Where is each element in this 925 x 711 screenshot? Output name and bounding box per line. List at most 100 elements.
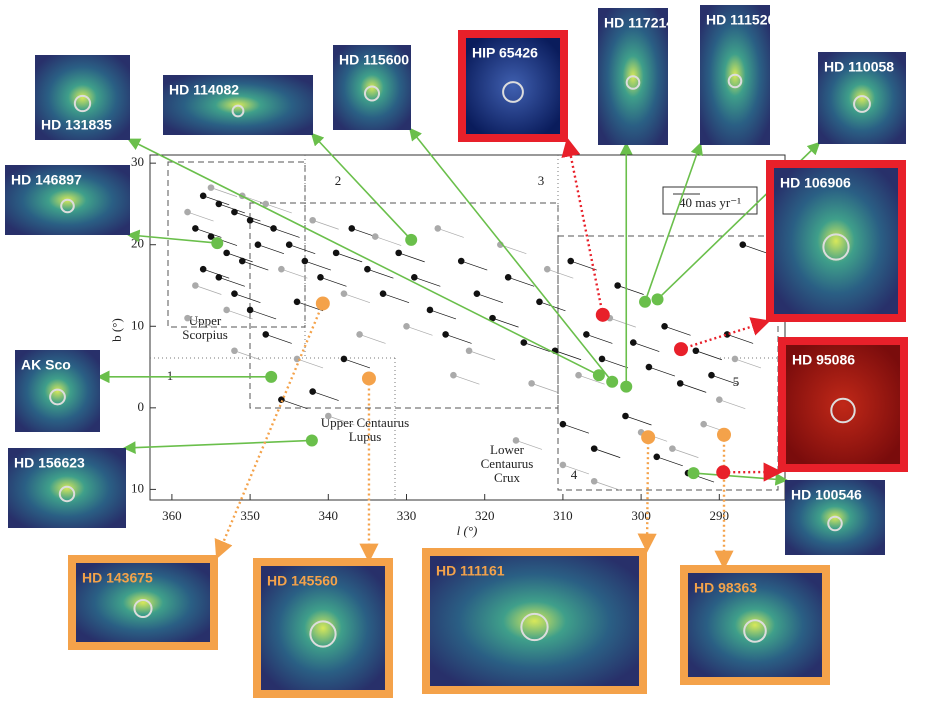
- pointer-arrow: [680, 317, 771, 351]
- motion-tail: [382, 293, 410, 303]
- motion-tail: [312, 391, 339, 401]
- highlight-star: [687, 467, 700, 480]
- inset: HD 156623: [8, 448, 126, 528]
- star: [590, 477, 598, 485]
- motion-tail: [242, 260, 269, 271]
- region-number: 4: [571, 467, 578, 482]
- highlight-star: [606, 375, 619, 388]
- scale-box: [662, 186, 758, 215]
- y-tick-label: 30: [131, 154, 144, 169]
- x-tick-label: 310: [553, 508, 573, 523]
- star: [309, 216, 316, 224]
- highlight-star: [641, 430, 656, 445]
- inset-image: [466, 38, 560, 134]
- star: [340, 355, 348, 363]
- motion-tail: [508, 277, 535, 287]
- motion-tail: [633, 342, 660, 352]
- highlight-star: [315, 296, 330, 311]
- inset-label: HD 100546: [791, 487, 862, 503]
- inset-label: HD 111161: [436, 563, 505, 579]
- star: [411, 274, 418, 281]
- star: [238, 257, 246, 265]
- pointer-arrow: [561, 137, 604, 316]
- inset-label: HD 106906: [780, 175, 851, 191]
- plot-frame: [149, 154, 786, 501]
- region-label: Centaurus: [481, 456, 534, 471]
- star: [645, 363, 653, 371]
- motion-tail: [437, 228, 464, 238]
- star: [317, 274, 324, 281]
- inset: HIP 65426: [458, 30, 568, 142]
- highlight-star: [651, 293, 664, 306]
- star: [583, 331, 590, 338]
- inset: HD 145560: [253, 558, 393, 698]
- inset-label: HD 143675: [82, 570, 153, 586]
- inset: AK Sco: [15, 350, 100, 432]
- region-label: Lupus: [349, 429, 382, 444]
- motion-tail: [343, 293, 371, 303]
- motion-tail: [187, 317, 214, 328]
- motion-tail: [375, 236, 402, 246]
- highlight-star: [361, 371, 376, 386]
- region-label: Upper Centaurus: [321, 415, 409, 430]
- star: [270, 225, 277, 232]
- motion-tail: [226, 252, 253, 263]
- star: [692, 347, 700, 355]
- pointer-arrow: [637, 437, 657, 553]
- x-axis-label: l (°): [457, 523, 478, 538]
- inset-image: [774, 168, 898, 314]
- star: [450, 371, 457, 379]
- motion-tail: [273, 228, 300, 238]
- x-tick-label: 300: [631, 508, 651, 523]
- highlight-star: [265, 370, 278, 383]
- motion-tail: [195, 285, 222, 295]
- inset-image: [688, 573, 822, 677]
- x-tick-label: 320: [475, 508, 495, 523]
- star: [215, 200, 223, 208]
- motion-tail: [336, 252, 363, 263]
- motion-tail: [531, 383, 558, 393]
- motion-tail: [711, 374, 738, 385]
- inset-label: HD 115600: [339, 52, 409, 68]
- star: [403, 322, 410, 330]
- pointer-arrow: [126, 229, 218, 244]
- star: [231, 347, 238, 355]
- star: [356, 331, 363, 338]
- motion-tail: [594, 448, 621, 458]
- motion-tail: [218, 203, 245, 214]
- highlight-star: [211, 237, 224, 250]
- star: [293, 355, 301, 363]
- inset-image: [333, 45, 411, 130]
- inset-star-marker: [830, 397, 856, 424]
- motion-tail: [695, 350, 722, 361]
- star: [559, 461, 567, 469]
- inset-star-marker: [58, 485, 76, 503]
- inset: HD 111520: [700, 5, 775, 145]
- motion-tail: [296, 358, 324, 369]
- region-label: Lower: [490, 442, 525, 457]
- inset: HD 143675: [68, 555, 218, 650]
- region-label: Crux: [494, 470, 521, 485]
- star: [192, 225, 199, 232]
- scale-label: 40 mas yr⁻¹: [679, 195, 741, 210]
- star: [434, 225, 442, 232]
- motion-tail: [414, 277, 441, 287]
- inset-star-marker: [60, 198, 75, 214]
- motion-tail: [249, 309, 277, 320]
- motion-tail: [562, 464, 590, 475]
- y-tick-label: 10: [131, 480, 144, 495]
- motion-tail: [562, 423, 590, 434]
- star: [543, 265, 551, 273]
- star: [489, 314, 496, 322]
- inset-star-marker: [231, 104, 245, 118]
- y-tick-label: 0: [138, 399, 145, 414]
- motion-tail: [586, 334, 613, 344]
- star: [731, 355, 739, 363]
- inset: HD 95086: [778, 337, 908, 472]
- motion-tail: [492, 317, 519, 328]
- star: [379, 290, 387, 297]
- region-dividers: [150, 155, 785, 500]
- inset: HD 131835: [35, 55, 130, 140]
- star: [199, 192, 207, 200]
- star: [395, 249, 402, 257]
